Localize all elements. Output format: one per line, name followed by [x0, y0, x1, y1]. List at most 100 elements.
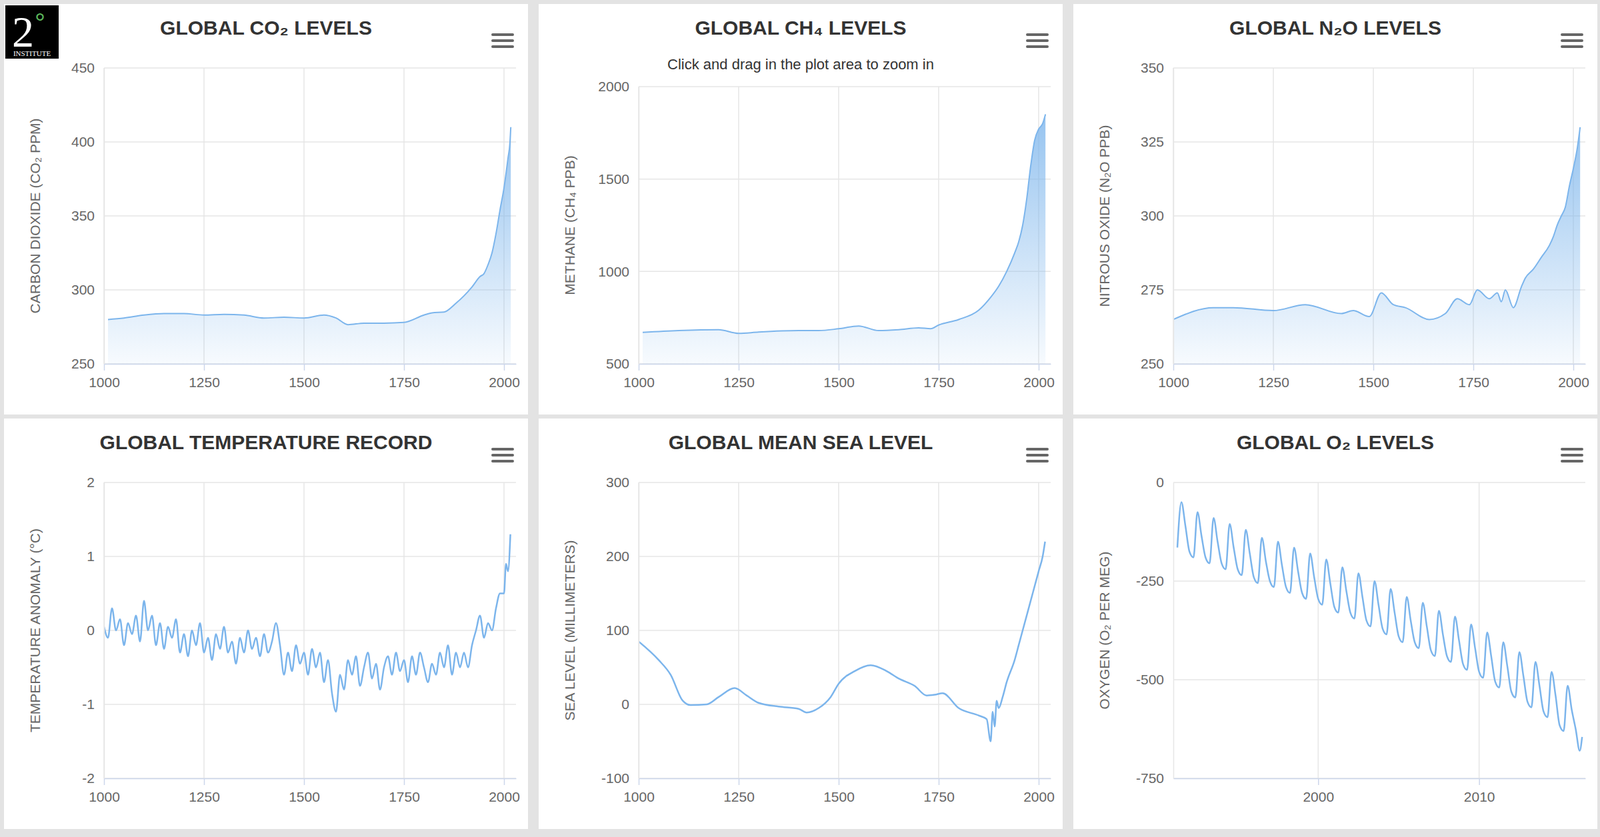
menu-icon-bar[interactable]	[492, 454, 513, 457]
menu-icon-bar[interactable]	[492, 448, 513, 451]
y-tick: -1	[82, 696, 104, 712]
grid-line-y	[104, 141, 516, 143]
x-tick-label: 2000	[488, 374, 520, 390]
menu-hitbox[interactable]	[490, 445, 515, 466]
x-tick: 2000	[1023, 364, 1055, 390]
chart-title: GLOBAL MEAN SEA LEVEL	[668, 431, 934, 454]
grid-line-y	[1173, 67, 1586, 69]
grid-line-y	[1173, 580, 1586, 582]
plot-area	[108, 127, 511, 364]
menu-icon-bar[interactable]	[492, 460, 513, 463]
chart-panel: GLOBAL TEMPERATURE RECORD100012501500175…	[4, 418, 528, 830]
chart-panel: GLOBAL N₂O LEVELS10001250150017502000250…	[1073, 4, 1598, 415]
menu-hitbox[interactable]	[490, 30, 515, 51]
grid-line-y	[1173, 141, 1586, 143]
y-tick: 500	[606, 356, 639, 372]
y-tick-label: 300	[606, 474, 630, 490]
menu-button[interactable]	[1025, 445, 1050, 466]
y-tick: 0	[1156, 474, 1174, 490]
y-axis-title: OXYGEN (O₂ PER MEG)	[1096, 552, 1112, 710]
y-tick-label: 200	[606, 548, 630, 564]
y-tick: 1500	[598, 171, 639, 187]
y-tick: 250	[71, 356, 104, 372]
x-tick-label: 2000	[1023, 374, 1055, 390]
y-axis: 250 300 350 400 450	[71, 60, 105, 372]
x-tick: 1250	[188, 364, 220, 390]
x-tick: 1250	[188, 778, 220, 805]
menu-button[interactable]	[1560, 30, 1584, 51]
x-tick-mark	[738, 778, 740, 786]
area	[642, 114, 1046, 364]
menu-hitbox[interactable]	[1025, 445, 1050, 466]
x-tick-label: 1500	[823, 789, 855, 805]
menu-icon-bar[interactable]	[1562, 448, 1582, 451]
panel-background	[4, 418, 528, 830]
menu-hitbox[interactable]	[1560, 30, 1584, 51]
x-axis: 10001250150017502000	[1158, 364, 1590, 390]
menu-icon-bar[interactable]	[492, 39, 513, 42]
grid-line-x	[503, 482, 505, 779]
x-axis-line	[639, 778, 1052, 780]
menu-button[interactable]	[1025, 30, 1050, 51]
y-axis-line	[104, 68, 106, 365]
x-tick-label: 1750	[923, 374, 955, 390]
menu-hitbox[interactable]	[1025, 30, 1050, 51]
y-axis-line	[1173, 483, 1175, 780]
x-tick-label: 1750	[388, 789, 420, 805]
x-tick-label: 1250	[1258, 374, 1290, 390]
y-tick: 400	[71, 134, 104, 150]
y-tick-label: 250	[71, 356, 95, 372]
x-tick-mark	[638, 364, 640, 371]
menu-button[interactable]	[1560, 445, 1584, 466]
grid-line-x	[838, 482, 840, 779]
y-tick-label: 300	[71, 282, 95, 298]
plot-area	[638, 542, 1046, 742]
y-tick-label: 350	[71, 208, 95, 224]
menu-icon-bar[interactable]	[1027, 448, 1048, 451]
x-axis-line	[639, 364, 1052, 366]
x-axis: 10001250150017502000	[88, 364, 520, 390]
menu-icon-bar[interactable]	[492, 33, 513, 36]
y-tick: 1	[86, 548, 104, 564]
menu-icon-bar[interactable]	[1562, 33, 1582, 36]
x-tick: 1500	[823, 778, 855, 805]
menu-icon-bar[interactable]	[1562, 460, 1582, 463]
y-axis: 250275300325350	[1140, 60, 1174, 372]
menu-hitbox[interactable]	[1560, 445, 1584, 466]
menu-icon-bar[interactable]	[1027, 39, 1048, 42]
menu-icon-bar[interactable]	[1027, 33, 1048, 36]
x-tick-mark	[204, 778, 206, 786]
grid	[104, 68, 516, 364]
y-tick-label: 0	[621, 696, 630, 712]
grid-line-x	[1038, 482, 1040, 779]
y-tick-label: 2	[86, 474, 95, 490]
grid-line-x	[1478, 482, 1480, 779]
menu-button[interactable]	[490, 445, 515, 466]
menu-icon-bar[interactable]	[1027, 454, 1048, 457]
x-tick: 1500	[823, 364, 855, 390]
y-tick-label: 1	[86, 548, 95, 564]
y-tick-label: 450	[71, 60, 95, 76]
x-tick-mark	[1273, 364, 1275, 371]
menu-icon-bar[interactable]	[1562, 45, 1582, 48]
menu-icon-bar[interactable]	[1027, 45, 1048, 48]
chart-title: GLOBAL CH₄ LEVELS	[694, 16, 906, 39]
y-tick-label: -750	[1136, 770, 1164, 786]
grid	[1173, 482, 1586, 779]
x-tick-label: 1000	[623, 789, 655, 805]
menu-button[interactable]	[490, 30, 515, 51]
y-tick: 1000	[598, 264, 639, 280]
menu-icon-bar[interactable]	[1562, 39, 1582, 42]
x-tick-mark	[1173, 364, 1175, 371]
y-axis-title: TEMPERATURE ANOMALY (°C)	[27, 528, 43, 733]
panel-background	[538, 4, 1063, 415]
grid-line-y	[104, 704, 516, 706]
menu-icon-bar[interactable]	[1027, 460, 1048, 463]
x-tick-label: 1000	[1158, 374, 1190, 390]
x-tick-mark	[1038, 364, 1040, 371]
area	[1173, 127, 1580, 364]
menu-icon-bar[interactable]	[1562, 454, 1582, 457]
menu-icon-bar[interactable]	[492, 45, 513, 48]
chart-panel: GLOBAL CH₄ LEVELSClick and drag in the p…	[538, 4, 1063, 415]
x-tick-label: 1500	[823, 374, 855, 390]
